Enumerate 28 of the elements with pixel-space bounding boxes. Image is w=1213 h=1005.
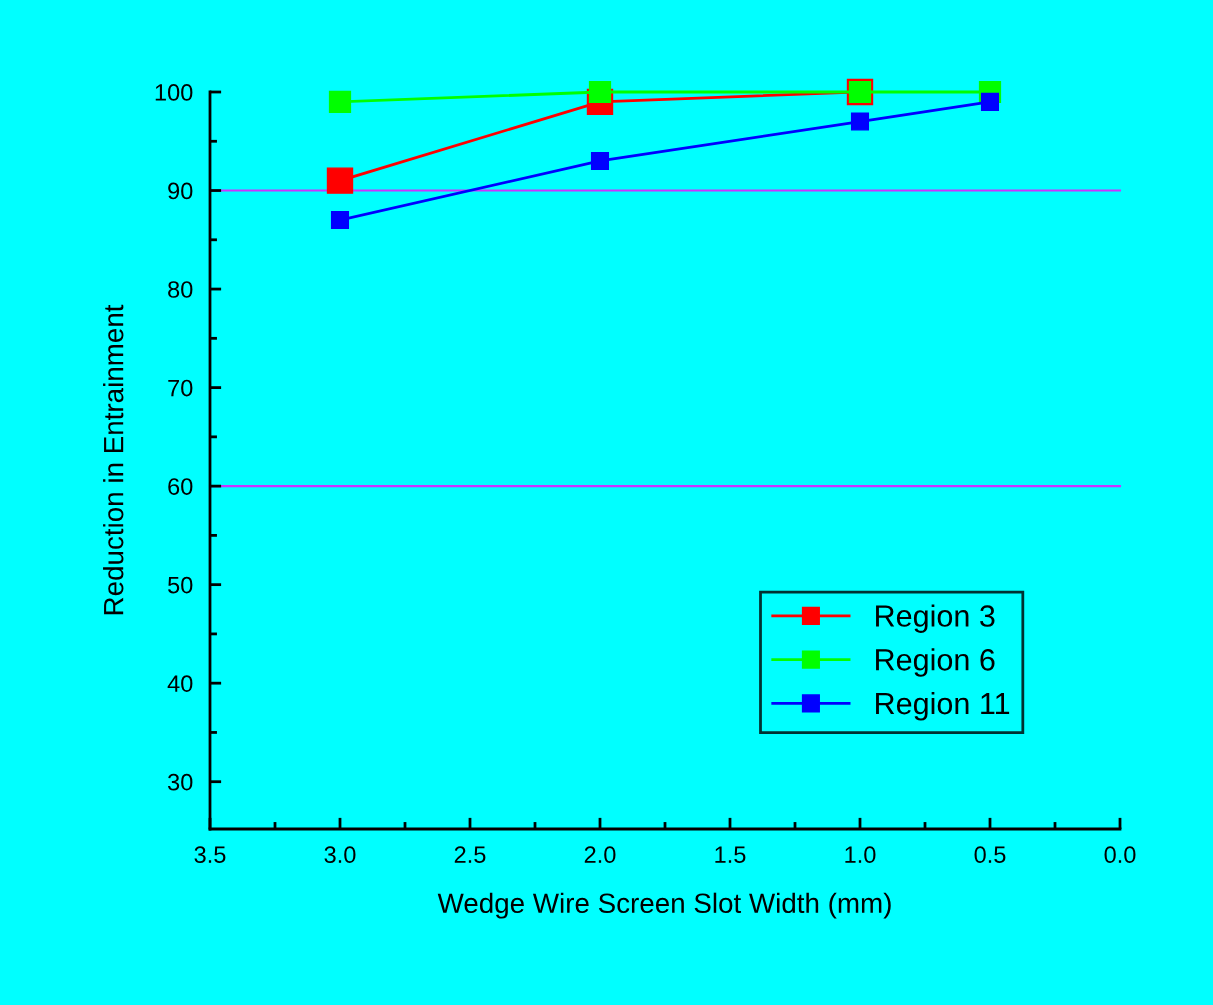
point — [850, 112, 870, 131]
point — [330, 211, 350, 230]
y-tick-label: 90 — [168, 182, 193, 200]
y-tick-label: 40 — [167, 675, 193, 692]
legend-label: Region 3 — [876, 604, 995, 633]
y-tick-label: 30 — [167, 773, 193, 791]
point — [590, 151, 610, 170]
point — [980, 92, 1000, 111]
y-tick-label: 80 — [168, 281, 193, 298]
legend-label: Region 6 — [876, 648, 995, 677]
x-tick-label: 1.5 — [715, 846, 746, 864]
point — [588, 80, 612, 104]
point — [326, 167, 354, 194]
x-tick-label: 2.0 — [584, 846, 616, 864]
legend-label: Region 11 — [876, 691, 1010, 721]
y-tick-label: 100 — [155, 84, 193, 101]
x-tick-label: 2.5 — [454, 846, 486, 864]
x-axis-title: Wedge Wire Screen Slot Width (mm) — [437, 892, 891, 919]
x-tick-label: 3.0 — [324, 846, 356, 864]
point — [328, 90, 352, 113]
y-tick-label: 70 — [168, 379, 193, 397]
y-axis-title: Reduction in Entrainment — [103, 304, 124, 615]
x-tick-label: 3.5 — [194, 846, 226, 864]
x-tick-label: 1.0 — [845, 846, 876, 864]
y-tick-label: 50 — [168, 576, 193, 594]
x-tick-label: 0.0 — [1104, 846, 1136, 864]
y-tick-label: 60 — [168, 478, 193, 495]
x-tick-label: 0.5 — [974, 846, 1006, 864]
